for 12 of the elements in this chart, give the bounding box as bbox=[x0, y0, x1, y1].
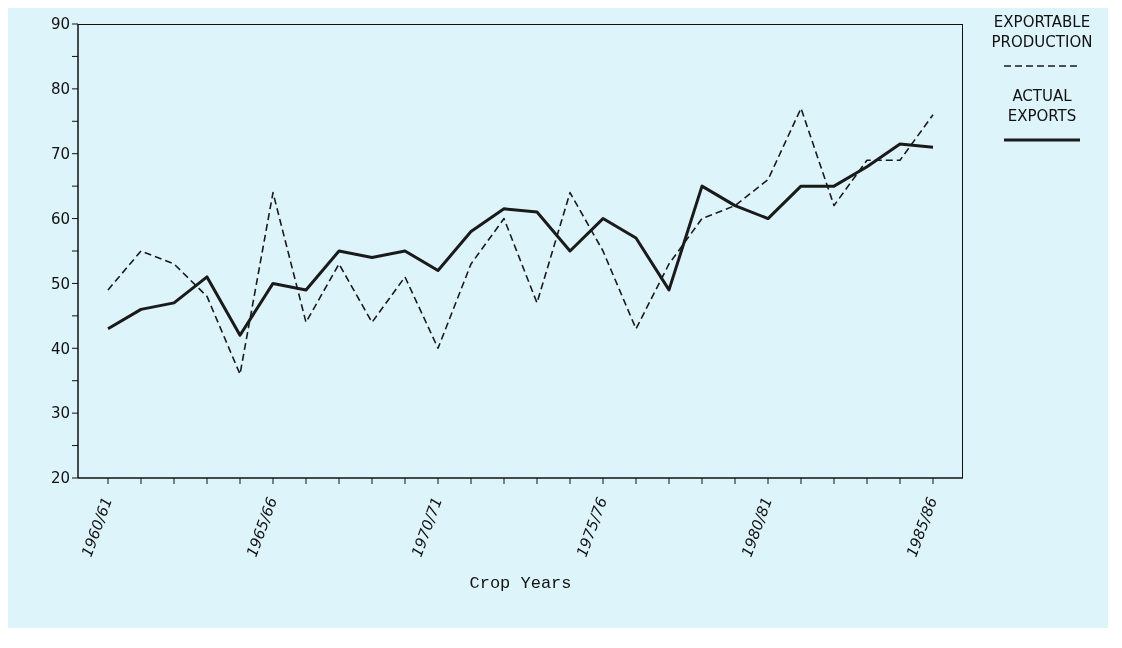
y-tick-label: 40 bbox=[50, 339, 70, 358]
y-tick-label: 90 bbox=[50, 15, 70, 34]
y-tick-label: 20 bbox=[50, 469, 70, 488]
x-axis-title: Crop Years bbox=[469, 574, 572, 593]
y-tick-label: 50 bbox=[50, 274, 70, 293]
y-tick-label: 30 bbox=[50, 404, 70, 423]
line-series bbox=[107, 107, 934, 376]
text: ACTUAL EXPORTS bbox=[1006, 86, 1078, 126]
y-tick-label: 60 bbox=[50, 209, 70, 228]
text: EXPORTABLE PRODUCTION bbox=[990, 12, 1094, 52]
y-tick-label: 70 bbox=[50, 145, 70, 164]
y-tick-label: 80 bbox=[50, 80, 70, 99]
